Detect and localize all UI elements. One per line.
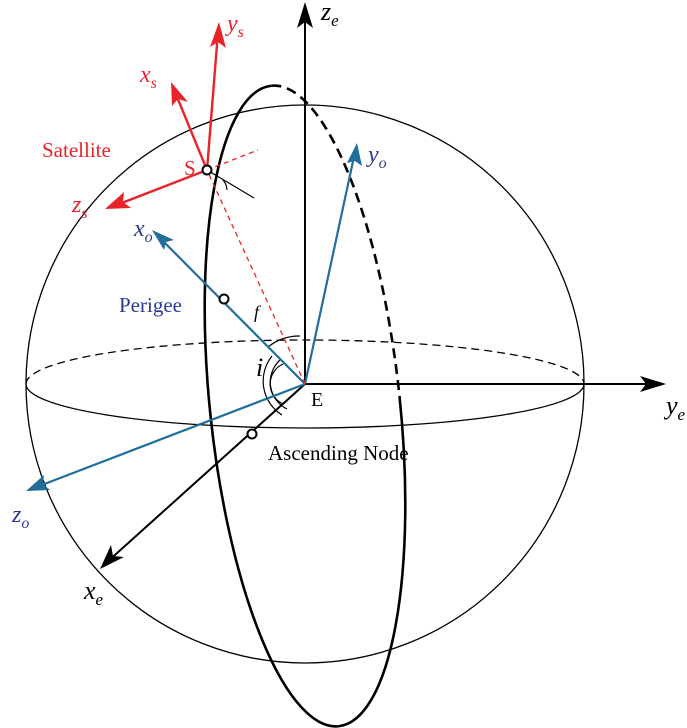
satellite-point-marker (201, 164, 213, 176)
perigee-marker (218, 293, 230, 305)
earth-z-arrowhead (297, 2, 313, 28)
orbit-y-axis (303, 151, 357, 385)
sat-y-axis (205, 31, 220, 171)
earth-y-label: ye (663, 391, 686, 424)
satellite-ref-line (206, 149, 259, 171)
perigee-label: Perigee (119, 293, 182, 317)
satellite-point-label: S (184, 156, 196, 180)
ascending-node-label: Ascending Node (268, 441, 409, 465)
equator-front (25, 383, 585, 429)
sat-x-axis (173, 91, 209, 171)
sat-x-label: xs (139, 62, 157, 92)
earth-x-arrowhead (100, 545, 124, 569)
inclination-arc-4 (267, 335, 301, 348)
satellite-radius-line (206, 169, 306, 385)
satellite-label: Satellite (42, 138, 111, 162)
satellite-velocity-line (206, 169, 255, 199)
ascending-node-marker (246, 428, 258, 440)
orbit-z-label: zo (11, 502, 29, 532)
orbit-front (203, 84, 339, 728)
sat-y-label: ys (225, 11, 244, 41)
orbit-x-label: xo (133, 216, 153, 246)
sat-y-arrowhead (210, 22, 226, 48)
sat-z-axis (113, 168, 208, 208)
sat-x-arrowhead (171, 82, 188, 106)
earth-z-label: ze (320, 0, 339, 30)
orbit-back-upper (271, 84, 401, 397)
orbit-z-axis (33, 382, 306, 490)
sat-z-label: zs (71, 192, 88, 222)
orbit-x-arrowhead (152, 230, 174, 250)
inclination-arc-2 (269, 359, 288, 410)
earth-x-label: xe (83, 576, 104, 609)
earth-y-arrowhead (640, 376, 666, 392)
satellite-angle-arc (222, 179, 228, 191)
orbit-x-axis (157, 235, 306, 385)
center-label: E (311, 389, 323, 411)
sat-z-arrowhead (105, 192, 131, 209)
orbit-y-arrowhead (347, 143, 362, 166)
orbit-z-arrowhead (26, 475, 50, 491)
true-anomaly-label: f (254, 302, 262, 322)
orbit-y-label: yo (366, 142, 387, 172)
orbit-back-lower (338, 395, 407, 728)
earth-x-axis (105, 383, 306, 564)
inclination-arc-3 (262, 355, 283, 416)
inclination-label: i (256, 353, 263, 382)
